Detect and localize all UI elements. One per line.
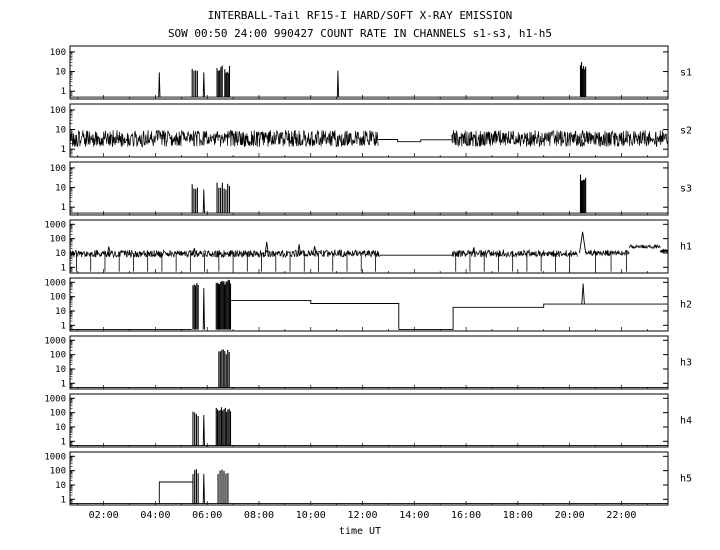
- panel-h1: 1000 100 10 1 h1: [44, 219, 692, 274]
- trace-spike: [202, 473, 205, 504]
- panel-label: s1: [680, 68, 692, 79]
- trace-spike: [158, 72, 161, 98]
- panel-s1: 100 10 1 s1: [50, 45, 692, 100]
- trace-spike: [581, 283, 585, 305]
- y-tick-label: 100: [50, 106, 66, 116]
- x-tick-label: 16:00: [451, 510, 481, 521]
- y-tick-label: 10: [55, 481, 66, 491]
- trace-spike: [297, 244, 301, 254]
- trace-noise: [629, 243, 661, 250]
- trace-spike: [472, 247, 476, 254]
- panel-frame: [69, 451, 669, 506]
- trace-spike: [192, 247, 197, 254]
- chart-subtitle: SOW 00:50 24:00 990427 COUNT RATE IN CHA…: [167, 27, 553, 40]
- trace-noise: [451, 129, 669, 148]
- y-tick-label: 100: [50, 409, 66, 419]
- x-tick-label: 08:00: [244, 510, 274, 521]
- x-tick-label: 06:00: [192, 510, 222, 521]
- y-tick-label: 1: [61, 145, 66, 155]
- chart-title: INTERBALL-Tail RF15-I HARD/SOFT X-RAY EM…: [207, 9, 513, 22]
- y-tick-label: 1: [61, 379, 66, 389]
- panel-frame: [69, 161, 669, 216]
- panel-frame: [69, 393, 669, 448]
- trace-spike: [202, 72, 205, 98]
- trace-spike: [202, 414, 205, 446]
- y-tick-label: 1000: [44, 394, 66, 404]
- panel-label: s2: [680, 126, 692, 137]
- panel-h2: 1000 100 10 1 h2: [44, 277, 692, 332]
- panel-label: h3: [680, 358, 692, 369]
- y-tick-label: 100: [50, 235, 66, 245]
- trace-spike: [580, 130, 585, 139]
- y-tick-label: 1: [61, 437, 66, 447]
- y-tick-label: 10: [55, 126, 66, 136]
- panel-frame: [69, 219, 669, 274]
- trace-spike: [312, 246, 317, 254]
- panel-label: h2: [680, 300, 692, 311]
- x-tick-label: 18:00: [503, 510, 533, 521]
- trace-noise: [585, 248, 630, 257]
- x-axis-label: time UT: [338, 526, 382, 537]
- y-tick-label: 1000: [44, 278, 66, 288]
- y-tick-label: 1: [61, 203, 66, 213]
- trace-steps: [452, 303, 668, 330]
- x-tick-label: 02:00: [89, 510, 119, 521]
- y-tick-label: 100: [50, 351, 66, 361]
- trace-spike: [202, 287, 205, 330]
- x-tick-label: 12:00: [347, 510, 377, 521]
- y-tick-label: 10: [55, 68, 66, 78]
- panel-frame: [69, 45, 669, 100]
- y-tick-label: 100: [50, 467, 66, 477]
- trace-spike: [336, 70, 340, 98]
- y-tick-label: 1: [61, 321, 66, 331]
- y-tick-label: 100: [50, 164, 66, 174]
- panel-frame: [69, 103, 669, 158]
- trace-steps: [230, 299, 400, 330]
- y-tick-label: 10: [55, 423, 66, 433]
- panel-label: s3: [680, 184, 692, 195]
- y-tick-label: 1: [61, 495, 66, 505]
- trace-noise: [659, 248, 669, 254]
- y-tick-label: 1: [61, 87, 66, 97]
- x-tick-label: 20:00: [555, 510, 585, 521]
- y-tick-label: 10: [55, 249, 66, 259]
- trace-spike: [107, 246, 111, 254]
- trace-noise: [69, 248, 380, 259]
- panel-h5: 1000 100 10 1 h5: [44, 451, 692, 506]
- panel-h4: 1000 100 10 1 h4: [44, 393, 692, 448]
- y-tick-label: 10: [55, 184, 66, 194]
- panel-s3: 100 10 1 s3: [50, 161, 692, 216]
- y-tick-label: 100: [50, 48, 66, 58]
- x-tick-label: 22:00: [606, 510, 636, 521]
- panel-label: h1: [680, 242, 692, 253]
- trace-spike: [202, 189, 205, 214]
- trace-spike: [264, 241, 269, 254]
- panel-label: h4: [680, 416, 692, 427]
- panel-h3: 1000 100 10 1 h3: [44, 335, 692, 390]
- y-tick-label: 1000: [44, 336, 66, 346]
- trace-noise: [69, 129, 379, 148]
- panel-label: h5: [680, 474, 692, 485]
- x-tick-label: 14:00: [399, 510, 429, 521]
- panel-frame: [69, 335, 669, 390]
- y-tick-label: 10: [55, 307, 66, 317]
- y-tick-label: 1000: [44, 220, 66, 230]
- trace-steps: [378, 139, 452, 143]
- y-tick-label: 100: [50, 293, 66, 303]
- y-tick-label: 1000: [44, 452, 66, 462]
- panel-s2: 100 10 1 s2: [50, 103, 692, 158]
- x-tick-label: 10:00: [296, 510, 326, 521]
- x-tick-label: 04:00: [140, 510, 170, 521]
- y-tick-label: 1: [61, 263, 66, 273]
- trace-spike: [579, 231, 587, 254]
- y-tick-label: 10: [55, 365, 66, 375]
